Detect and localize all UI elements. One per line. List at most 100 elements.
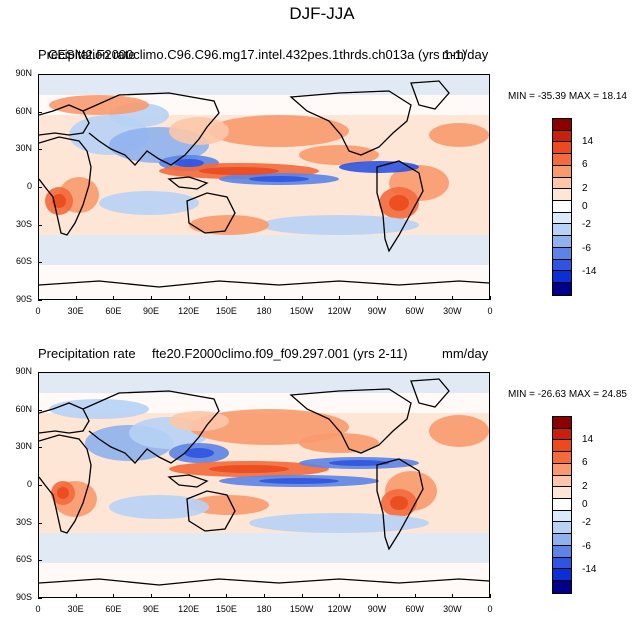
colorbar-swatch [553, 271, 571, 284]
lat-tick-label: 60N [15, 105, 32, 116]
lon-tick-label: 90W [367, 604, 387, 614]
lon-tick-label: 150E [215, 604, 237, 614]
lon-tick-label: 120W [327, 306, 352, 316]
coastline [410, 80, 450, 110]
precip-anomaly [189, 409, 349, 445]
lon-tick-mark [490, 594, 491, 598]
min-max-readout: MIN = -26.63 MAX = 24.85 [508, 389, 627, 400]
lat-tick-mark [38, 262, 42, 264]
colorbar-swatch [553, 201, 571, 213]
colorbar-label: 2 [582, 183, 588, 195]
precip-anomaly [109, 495, 209, 519]
lon-tick-mark [377, 296, 378, 300]
lon-tick-label: 30E [67, 604, 84, 614]
colorbar-swatch [553, 557, 571, 570]
colorbar-swatch [553, 545, 571, 558]
precip-anomaly [299, 433, 379, 453]
coastline [289, 388, 412, 454]
colorbar-swatch [553, 142, 571, 155]
lat-tick-mark [38, 447, 42, 449]
coastline [410, 378, 450, 408]
coastline [82, 92, 220, 166]
colorbar-swatch [553, 119, 571, 131]
lon-tick-label: 60W [405, 604, 424, 614]
colorbar-swatch [553, 236, 571, 248]
lon-tick-mark [38, 594, 39, 598]
lon-tick-label: 60E [105, 306, 122, 316]
lat-tick-label: 90N [15, 68, 32, 78]
colorbar-label: 0 [582, 201, 588, 212]
colorbar-swatch [553, 283, 571, 295]
lon-tick-label: 0 [35, 306, 41, 316]
lon-tick-label: 150W [289, 604, 314, 614]
lon-tick-mark [264, 296, 265, 300]
colorbar-swatch [553, 417, 571, 429]
lon-tick-mark [226, 296, 228, 300]
precip-anomaly [249, 513, 429, 533]
coastline [376, 458, 424, 551]
precip-anomaly [49, 95, 149, 115]
coastline [39, 136, 92, 236]
panel-bottom: Precipitation rate fte20.F2000climo.f09_… [0, 0, 644, 614]
coastline [39, 280, 489, 288]
colorbar-label: -2 [582, 516, 591, 528]
precip-anomaly-core [174, 159, 204, 167]
lat-tick-label: 90S [15, 294, 32, 304]
precip-anomaly [169, 411, 229, 431]
colorbar-label: -6 [582, 540, 591, 552]
lon-tick-label: 0 [35, 604, 41, 614]
lon-tick-label: 90W [367, 306, 387, 316]
colorbar-swatch [553, 428, 571, 441]
precip-band [39, 533, 489, 563]
panel-top: Precipitation rate CESM2.F2000climo.C96.… [0, 0, 644, 316]
lat-tick-mark [38, 300, 42, 301]
coastline [186, 192, 236, 234]
precip-map [38, 74, 490, 300]
lon-tick-label: 180 [256, 306, 272, 316]
lat-tick-label: 30N [15, 143, 32, 154]
colorbar-label: -14 [582, 266, 597, 278]
colorbar-swatch [553, 534, 571, 546]
coastline [167, 176, 209, 190]
lat-tick-label: 60S [15, 256, 32, 267]
precip-anomaly [429, 123, 489, 147]
precip-band [39, 373, 489, 393]
lat-tick-label: 30N [15, 441, 32, 452]
precip-band [39, 393, 489, 413]
colorbar-swatch [553, 452, 571, 464]
lon-tick-mark [188, 594, 190, 598]
precip-anomaly-core [199, 167, 279, 175]
lon-tick-mark [377, 594, 378, 598]
figure-title: DJF-JJA [289, 4, 355, 23]
lon-tick-label: 60W [405, 306, 424, 316]
colorbar-label: 14 [582, 135, 594, 147]
lon-tick-mark [339, 594, 341, 598]
lon-tick-mark [414, 296, 416, 300]
lon-tick-mark [414, 594, 416, 598]
lon-tick-mark [226, 594, 228, 598]
coastline [376, 160, 424, 253]
lon-tick-label: 30W [443, 306, 462, 316]
colorbar-swatch [553, 154, 571, 166]
colorbar-label: -2 [582, 218, 591, 230]
colorbar-swatch [553, 165, 571, 178]
lat-tick-label: 30S [15, 218, 32, 229]
colorbar-label: 6 [582, 457, 588, 469]
colorbar-swatch [553, 259, 571, 272]
colorbar-swatch [553, 487, 571, 500]
lon-tick-mark [452, 296, 454, 300]
precip-anomaly-core [209, 465, 289, 473]
colorbar-label: 0 [582, 499, 588, 510]
lat-tick-mark [38, 598, 42, 599]
lon-tick-mark [490, 296, 491, 300]
colorbar-swatch [553, 581, 571, 593]
coastline [167, 474, 209, 488]
colorbar-label: -14 [582, 564, 597, 576]
lat-tick-mark [38, 111, 42, 113]
precip-anomaly-core [52, 194, 66, 208]
panel-units: mm/day [442, 346, 489, 361]
lon-tick-label: 150W [289, 306, 314, 316]
precip-anomaly-core [249, 176, 309, 182]
lat-tick-mark [38, 187, 42, 188]
colorbar-swatch [553, 440, 571, 453]
